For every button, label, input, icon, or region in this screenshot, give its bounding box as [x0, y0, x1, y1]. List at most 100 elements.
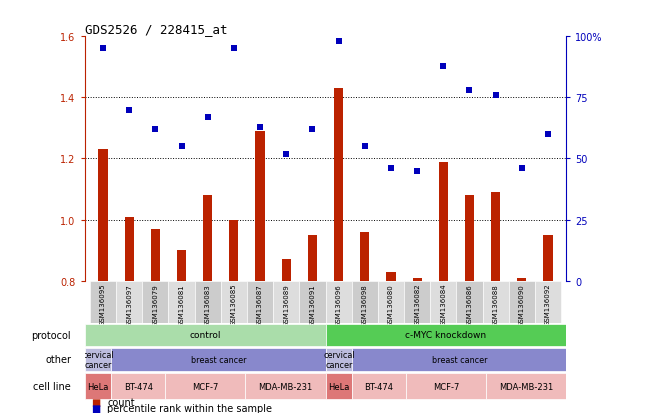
- Point: [307, 126, 318, 133]
- Bar: [465, 196, 474, 281]
- Bar: [177, 251, 186, 281]
- Point: [438, 63, 449, 70]
- Bar: [85, 324, 326, 346]
- Bar: [509, 281, 535, 323]
- Point: [150, 126, 161, 133]
- Text: GSM136095: GSM136095: [100, 283, 106, 325]
- Text: protocol: protocol: [32, 330, 71, 340]
- Bar: [111, 373, 165, 399]
- Bar: [326, 348, 352, 371]
- Point: [490, 93, 501, 99]
- Point: [412, 168, 422, 175]
- Text: ■: ■: [91, 403, 100, 413]
- Point: [359, 144, 370, 150]
- Text: GSM136097: GSM136097: [126, 283, 132, 326]
- Text: count: count: [107, 397, 135, 407]
- Bar: [360, 232, 369, 281]
- Text: control: control: [189, 330, 221, 339]
- Bar: [326, 281, 352, 323]
- Point: [255, 124, 265, 131]
- Point: [464, 88, 475, 94]
- Bar: [221, 281, 247, 323]
- Bar: [195, 281, 221, 323]
- Text: BT-474: BT-474: [365, 382, 393, 391]
- Bar: [544, 235, 553, 281]
- Bar: [352, 281, 378, 323]
- Bar: [124, 217, 133, 281]
- Bar: [98, 150, 107, 281]
- Bar: [90, 281, 116, 323]
- Bar: [413, 278, 422, 281]
- Bar: [491, 192, 500, 281]
- Text: GSM136083: GSM136083: [204, 283, 211, 326]
- Bar: [439, 162, 448, 281]
- Bar: [486, 373, 566, 399]
- Point: [281, 151, 292, 157]
- Text: GSM136098: GSM136098: [362, 283, 368, 326]
- Bar: [229, 220, 238, 281]
- Text: BT-474: BT-474: [124, 382, 152, 391]
- Point: [333, 39, 344, 45]
- Text: HeLa: HeLa: [87, 382, 109, 391]
- Bar: [111, 348, 326, 371]
- Bar: [518, 278, 527, 281]
- Text: MCF-7: MCF-7: [192, 382, 218, 391]
- Text: percentile rank within the sample: percentile rank within the sample: [107, 403, 272, 413]
- Bar: [282, 260, 291, 281]
- Bar: [299, 281, 326, 323]
- Text: cervical
cancer: cervical cancer: [323, 350, 355, 369]
- Text: GSM136085: GSM136085: [231, 283, 237, 325]
- Bar: [245, 373, 326, 399]
- Text: GSM136090: GSM136090: [519, 283, 525, 326]
- Text: GSM136096: GSM136096: [336, 283, 342, 326]
- Bar: [247, 281, 273, 323]
- Bar: [85, 348, 111, 371]
- Bar: [165, 373, 245, 399]
- Text: GSM136081: GSM136081: [178, 283, 184, 326]
- Point: [517, 166, 527, 172]
- Text: GSM136092: GSM136092: [545, 283, 551, 325]
- Bar: [151, 229, 160, 281]
- Bar: [85, 373, 111, 399]
- Text: MCF-7: MCF-7: [433, 382, 459, 391]
- Point: [543, 131, 553, 138]
- Text: cell line: cell line: [33, 381, 71, 391]
- Point: [98, 46, 108, 53]
- Text: MDA-MB-231: MDA-MB-231: [258, 382, 312, 391]
- Bar: [203, 196, 212, 281]
- Bar: [352, 373, 406, 399]
- Bar: [387, 272, 396, 281]
- Bar: [326, 324, 566, 346]
- Bar: [255, 132, 264, 281]
- Point: [176, 144, 187, 150]
- Bar: [142, 281, 169, 323]
- Text: GDS2526 / 228415_at: GDS2526 / 228415_at: [85, 23, 227, 36]
- Text: breast cancer: breast cancer: [432, 355, 487, 364]
- Text: GSM136084: GSM136084: [440, 283, 447, 325]
- Text: GSM136079: GSM136079: [152, 283, 158, 326]
- Text: cervical
cancer: cervical cancer: [82, 350, 114, 369]
- Bar: [535, 281, 561, 323]
- Point: [124, 107, 134, 114]
- Text: GSM136088: GSM136088: [493, 283, 499, 326]
- Text: GSM136089: GSM136089: [283, 283, 289, 326]
- Bar: [352, 348, 566, 371]
- Bar: [404, 281, 430, 323]
- Bar: [406, 373, 486, 399]
- Point: [386, 166, 396, 172]
- Text: ■: ■: [91, 397, 100, 407]
- Text: MDA-MB-231: MDA-MB-231: [499, 382, 553, 391]
- Text: other: other: [46, 354, 71, 364]
- Bar: [482, 281, 509, 323]
- Bar: [334, 89, 343, 281]
- Text: breast cancer: breast cancer: [191, 355, 246, 364]
- Bar: [326, 373, 352, 399]
- Text: c-MYC knockdown: c-MYC knockdown: [406, 330, 486, 339]
- Bar: [169, 281, 195, 323]
- Text: GSM136086: GSM136086: [467, 283, 473, 326]
- Text: HeLa: HeLa: [328, 382, 350, 391]
- Point: [202, 114, 213, 121]
- Text: GSM136091: GSM136091: [309, 283, 315, 326]
- Bar: [116, 281, 142, 323]
- Bar: [378, 281, 404, 323]
